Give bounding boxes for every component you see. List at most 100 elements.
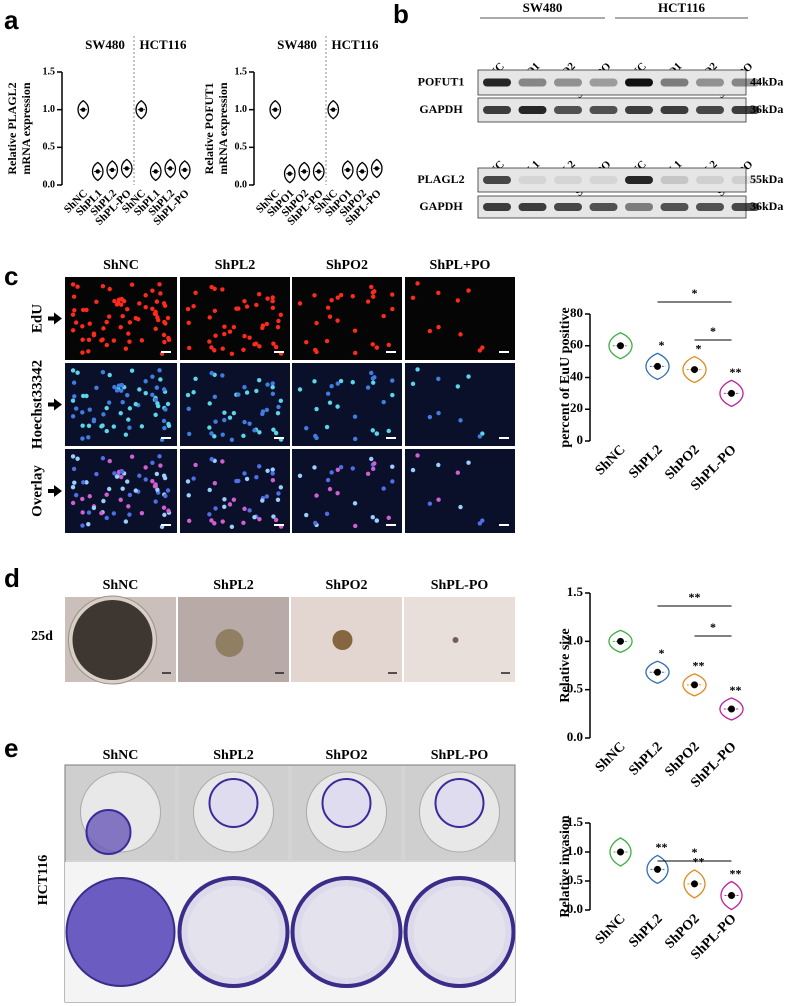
violin: [149, 161, 162, 182]
cell: [227, 502, 233, 507]
cell: [324, 511, 330, 517]
cell: [297, 301, 303, 306]
cell: [390, 292, 395, 297]
blot-band: [731, 78, 760, 87]
cell: [415, 367, 420, 372]
size-label: 55kDa: [750, 172, 783, 186]
cell: [242, 471, 247, 476]
cell: [137, 473, 142, 478]
size-label: 36kDa: [750, 102, 783, 116]
violin: [682, 673, 707, 697]
cell: [125, 479, 130, 484]
size-label: 44kDa: [750, 74, 783, 88]
blot-strip: [477, 69, 747, 96]
cell: [193, 376, 198, 382]
cell: [335, 295, 340, 300]
cell: [213, 506, 218, 511]
cell: [94, 471, 99, 477]
cell: [329, 384, 334, 389]
cell: [101, 326, 106, 331]
cell: [236, 306, 241, 311]
cell: [94, 385, 99, 391]
column-label: ShPL+PO: [430, 258, 491, 273]
cell: [191, 476, 196, 481]
micrograph: [405, 363, 515, 446]
sphere: [452, 637, 459, 643]
violin: [312, 161, 325, 182]
cell: [143, 304, 148, 310]
cell: [87, 321, 92, 326]
cell: [165, 488, 171, 493]
cell: [84, 480, 89, 485]
blot-band: [660, 106, 689, 114]
cell: [338, 378, 344, 384]
cell: [207, 487, 212, 493]
cell: [100, 370, 106, 375]
cell: [154, 299, 160, 304]
cell: [106, 314, 112, 319]
column-label: ShPO2: [325, 748, 367, 763]
cell: [222, 324, 227, 329]
cell: [260, 498, 265, 503]
panel-label: a: [4, 5, 19, 35]
cell: [335, 490, 340, 496]
data-point: [728, 892, 735, 899]
cell: [111, 511, 117, 516]
cell: [271, 341, 276, 346]
cell: [436, 290, 441, 296]
cell: [256, 378, 262, 383]
cell: [72, 480, 77, 485]
cell: [71, 294, 77, 299]
cell: [80, 410, 85, 415]
cell: [313, 433, 318, 439]
cell: [374, 518, 380, 523]
cell: [162, 512, 167, 518]
cell: [374, 431, 380, 436]
micrograph: [292, 449, 402, 533]
significance-label: *: [659, 338, 665, 352]
x-tick-label: ShPL2: [626, 442, 665, 481]
membrane-center: [187, 886, 280, 978]
cell: [75, 456, 80, 461]
cell: [157, 454, 162, 459]
cell: [114, 388, 120, 393]
significance-label: **: [730, 866, 742, 880]
cell: [158, 291, 163, 296]
cell: [458, 418, 463, 423]
cell: [338, 292, 344, 298]
cell: [212, 348, 217, 353]
data-point: [691, 681, 698, 689]
cell: [244, 304, 250, 309]
blot-band: [554, 106, 582, 114]
y-axis-label: Relative POFUT1: [202, 83, 216, 175]
cell: [153, 499, 158, 504]
cell: [436, 410, 441, 416]
violin: [269, 99, 282, 120]
cell: [222, 331, 227, 337]
cell: [154, 471, 160, 477]
cell: [75, 284, 80, 289]
cell: [84, 307, 89, 313]
y-tick-label: 0.5: [567, 872, 584, 887]
blot-band: [696, 106, 724, 114]
cell: [107, 372, 112, 378]
y-tick-label: 1.0: [567, 843, 583, 858]
cell: [276, 491, 281, 496]
cell: [80, 523, 85, 528]
blot-band: [660, 176, 689, 184]
cell: [273, 517, 279, 523]
cell: [324, 424, 330, 430]
cell: [252, 514, 257, 520]
cell: [220, 519, 225, 524]
y-tick-label: 0.0: [43, 179, 56, 190]
cell: [207, 315, 212, 320]
cell: [186, 518, 192, 524]
cell: [126, 504, 131, 509]
y-axis-label: mRNA expression: [216, 82, 230, 174]
significance-label: **: [730, 365, 742, 379]
cell: [207, 401, 212, 406]
cell: [163, 493, 168, 499]
micrograph: [292, 277, 402, 360]
cell: [150, 374, 155, 379]
cell: [127, 339, 132, 344]
